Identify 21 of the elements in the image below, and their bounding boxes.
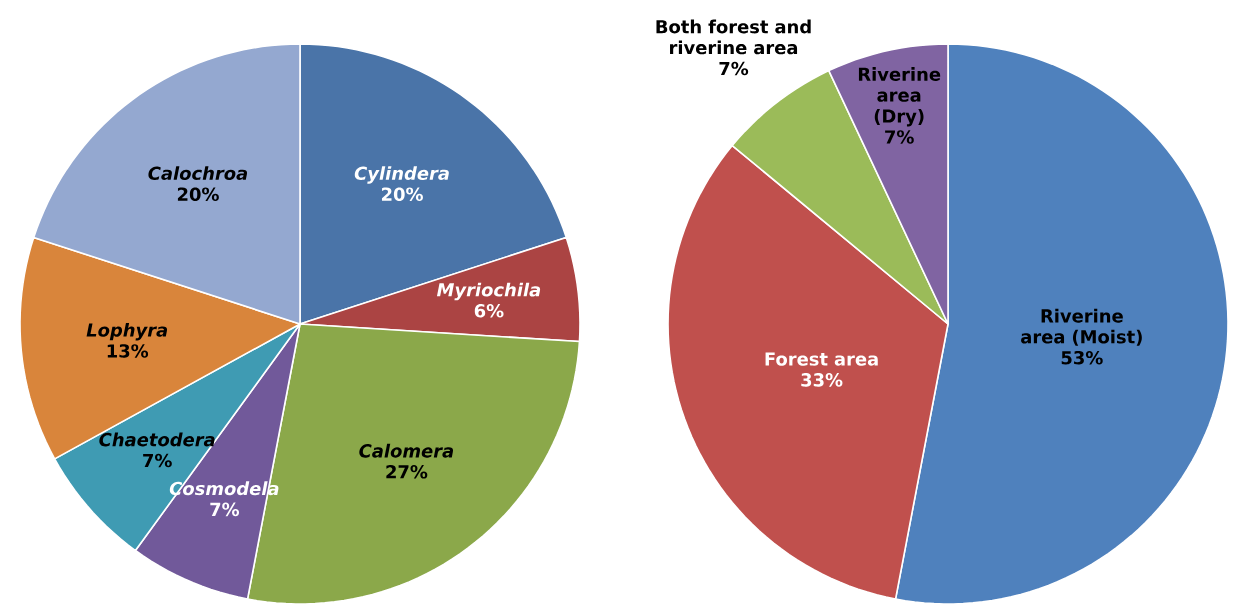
slice-label: Riverine area (Moist) [1021,308,1142,346]
slice-label: Lophyra [86,322,168,341]
data-label: 20% [177,187,219,201]
data-label: 13% [107,344,149,358]
data-label: 7% [885,130,914,144]
data-label: 7% [143,453,172,468]
data-label: 7% [719,61,749,76]
slice-label: Calochroa [148,166,248,181]
slice-label: Riverine area (Dry) [858,67,941,127]
slice-label: Forest area [765,352,878,366]
data-label: 27% [386,465,428,479]
slice-label: Cylindera [354,166,449,184]
slice-label: Myriochila [436,282,541,301]
data-label: 20% [381,187,423,201]
slice-label: Chaetodera [99,432,215,447]
data-label: 6% [474,303,504,318]
data-label: 53% [1061,350,1103,365]
data-label: 7% [210,502,240,517]
data-label: 33% [801,373,843,387]
slice-label: Both forest and riverine area [656,19,811,55]
slice-label: Calomera [359,443,454,458]
